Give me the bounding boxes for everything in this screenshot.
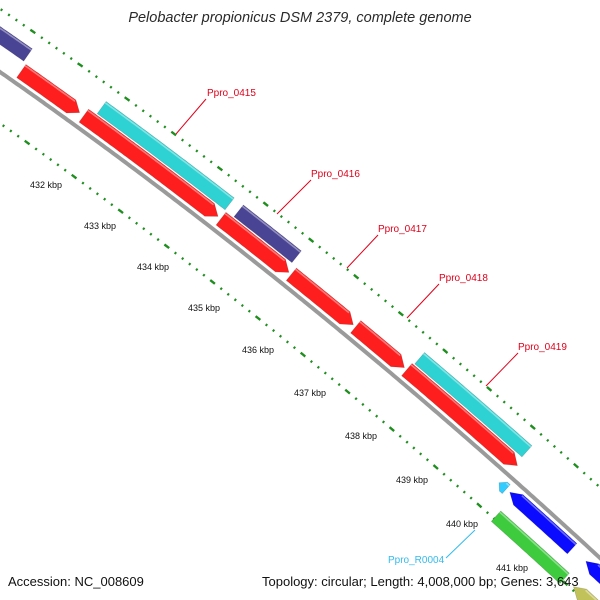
gene-leader-line — [485, 352, 519, 387]
feature-highlight — [410, 364, 514, 454]
feature-highlight — [585, 589, 598, 600]
gene-label: Ppro_R0004 — [388, 555, 445, 566]
green-feature-bar — [490, 510, 570, 585]
gene-leader-line — [406, 283, 440, 319]
feature-highlight — [87, 109, 214, 206]
feature-highlight — [521, 495, 577, 546]
tick-label: 441 kbp — [496, 563, 528, 573]
red-feature-arrow — [16, 64, 80, 114]
feature-highlight — [241, 205, 301, 253]
rna-feature-arrow — [498, 481, 511, 495]
gene-leader-line — [276, 179, 312, 215]
tick-label: 439 kbp — [396, 475, 428, 485]
tick-label: 432 kbp — [30, 180, 62, 190]
purple-feature-bar — [0, 26, 33, 62]
gene-label: Ppro_0418 — [439, 273, 488, 284]
cyan-feature-bar — [414, 352, 533, 458]
red-feature-arrow — [401, 363, 518, 466]
gene-label: Ppro_0415 — [207, 88, 256, 99]
feature-tracks — [0, 7, 600, 600]
gene-labels: Ppro_0415 Ppro_0416 Ppro_0417 Ppro_0418 … — [175, 88, 567, 566]
feature-highlight — [104, 102, 234, 200]
red-feature-arrow — [215, 211, 290, 273]
tick-label: 437 kbp — [294, 388, 326, 398]
tick-labels: 432 kbp 433 kbp 434 kbp 435 kbp 436 kbp … — [30, 180, 528, 573]
accession-text: Accession: NC_008609 — [8, 574, 144, 589]
topology-text: Topology: circular; Length: 4,008,000 bp… — [262, 574, 579, 589]
gene-leader-line — [175, 98, 207, 135]
feature-highlight — [505, 482, 510, 487]
gene-leader-line — [346, 234, 379, 269]
gene-label: Ppro_0419 — [518, 342, 567, 353]
olive-feature-arrow — [573, 586, 599, 600]
feature-highlight — [24, 65, 76, 102]
feature-highlight — [294, 268, 350, 314]
red-feature-arrow — [78, 108, 219, 217]
gene-label: Ppro_0417 — [378, 224, 427, 235]
map-title: Pelobacter propionicus DSM 2379, complet… — [128, 10, 471, 26]
blue-feature-arrow — [509, 491, 578, 555]
tick-label: 434 kbp — [137, 262, 169, 272]
tick-label: 438 kbp — [345, 431, 377, 441]
feature-highlight — [359, 321, 401, 357]
gene-leader-line — [445, 529, 476, 559]
tick-label: 435 kbp — [188, 303, 220, 313]
red-feature-arrow — [350, 320, 405, 368]
feature-highlight — [0, 27, 32, 51]
purple-feature-bar — [233, 204, 302, 264]
gene-label: Ppro_0416 — [311, 169, 360, 180]
genome-backbone — [0, 69, 600, 561]
cyan-feature-bar — [96, 101, 235, 211]
tick-label: 436 kbp — [242, 345, 274, 355]
inner-dotted-ruler — [0, 121, 586, 600]
feature-highlight — [224, 212, 286, 262]
feature-highlight — [499, 511, 569, 575]
red-feature-arrow — [285, 267, 354, 326]
tick-label: 440 kbp — [446, 519, 478, 529]
feature-highlight — [422, 352, 532, 448]
tick-label: 433 kbp — [84, 221, 116, 231]
